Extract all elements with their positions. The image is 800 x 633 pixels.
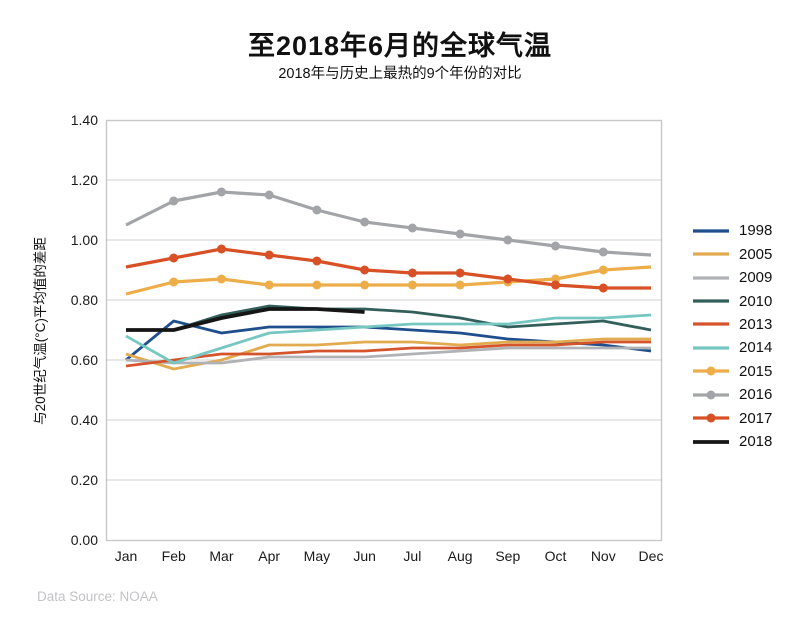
line-2015 [125,265,652,296]
marker-2016-Aug [455,229,465,239]
legend-label-2017: 2017 [739,409,773,427]
x-tick-label-Apr: Apr [258,548,281,564]
x-tick-label-Nov: Nov [590,548,616,564]
legend-item-2013: 2013 [692,313,772,336]
page-title: 至2018年6月的全球气温 [247,31,553,61]
x-tick-label-Sep: Sep [495,548,521,564]
legend-item-2010: 2010 [692,289,772,312]
marker-2016-Sep [503,235,513,245]
marker-2016-Apr [264,190,274,200]
line-2009 [125,346,651,365]
marker-2016-Feb [169,196,179,206]
legend-swatch-2010 [693,299,729,303]
legend-marker-2015 [706,366,716,376]
marker-2017-Oct [551,280,560,290]
legend-swatch-1998 [693,229,729,233]
line-2016 [125,190,652,257]
x-tick-label-Dec: Dec [638,548,664,564]
y-tick-label-0.40: 0.40 [70,412,98,428]
data-source-note: Data Source: NOAA [37,589,158,604]
x-tick-label-Jul: Jul [403,548,422,564]
legend-item-2005: 2005 [692,242,772,265]
marker-2016-Jun [360,217,370,227]
legend-swatch-2018 [693,439,729,444]
marker-2017-Feb [169,253,179,263]
legend-swatch-2009 [693,275,729,280]
marker-2016-Jul [407,223,417,233]
legend-label-2014: 2014 [739,339,773,357]
legend-item-2017: 2017 [692,407,772,430]
y-tick-label-0.00: 0.00 [70,532,98,548]
marker-2017-Apr [264,250,274,260]
marker-2017-Jun [360,265,370,275]
legend-label-2015: 2015 [739,362,773,380]
legend-label-1998: 1998 [739,222,773,240]
marker-2017-Nov [598,283,608,293]
legend-swatch-2013 [693,322,729,327]
legend-marker-2016 [706,390,716,400]
x-tick-label-May: May [303,548,331,564]
legend-label-2018: 2018 [739,433,773,451]
marker-2017-May [312,256,322,266]
marker-2015-Apr [264,280,274,290]
legend-item-1998: 1998 [692,219,772,242]
page-subtitle: 2018年与历史上最热的9个年份的对比 [278,66,522,82]
legend-swatch-2017 [693,413,729,423]
marker-2017-Aug [455,268,465,278]
legend-item-2018: 2018 [692,430,772,453]
legend-item-2016: 2016 [692,383,772,406]
marker-2015-Jun [360,280,370,290]
marker-2016-May [312,205,322,215]
marker-2017-Mar [217,244,226,254]
legend-swatch-2014 [693,346,729,350]
legend-item-2009: 2009 [692,266,772,289]
marker-2016-Mar [217,187,226,197]
y-tick-label-1.20: 1.20 [70,172,98,188]
line-2005 [125,337,651,371]
legend-label-2013: 2013 [739,315,773,333]
marker-2017-Jul [407,268,417,278]
x-tick-label-Mar: Mar [209,548,234,564]
line-2018 [126,307,365,332]
legend-label-2009: 2009 [739,269,773,287]
marker-2016-Oct [551,241,560,251]
y-tick-label-0.80: 0.80 [70,292,98,308]
y-tick-label-1.00: 1.00 [70,232,98,248]
x-tick-label-Feb: Feb [161,548,186,564]
legend-swatch-2015 [693,366,729,376]
legend-swatch-2016 [693,390,729,400]
legend-label-2005: 2005 [739,245,773,263]
marker-2015-Aug [455,280,465,290]
legend-item-2014: 2014 [692,336,772,359]
line-2017 [125,247,651,290]
y-tick-label-0.20: 0.20 [70,472,98,488]
legend-swatch-2005 [693,252,729,256]
x-tick-label-Jan: Jan [114,548,138,564]
marker-2015-Feb [169,277,179,287]
line-2010 [126,304,652,332]
legend-label-2016: 2016 [739,386,773,404]
line-2014 [125,313,652,365]
marker-2015-May [312,280,322,290]
y-tick-label-0.60: 0.60 [70,352,98,368]
y-tick-label-1.40: 1.40 [70,112,98,128]
legend-marker-2017 [706,413,716,423]
legend: 1998 2005 2009 2010 2013 2014 2015 2016 2017 2018 [692,219,772,453]
marker-2015-Jul [407,280,417,290]
legend-item-2015: 2015 [692,360,772,383]
marker-2015-Nov [598,265,608,275]
x-tick-label-Jun: Jun [353,548,376,564]
marker-2015-Mar [217,274,226,284]
line-2013 [125,340,651,368]
x-tick-label-Aug: Aug [447,548,473,564]
marker-2016-Nov [598,247,608,257]
marker-2017-Sep [503,274,513,284]
x-tick-label-Oct: Oct [544,548,567,564]
plot-border [105,119,663,542]
legend-label-2010: 2010 [739,292,773,310]
